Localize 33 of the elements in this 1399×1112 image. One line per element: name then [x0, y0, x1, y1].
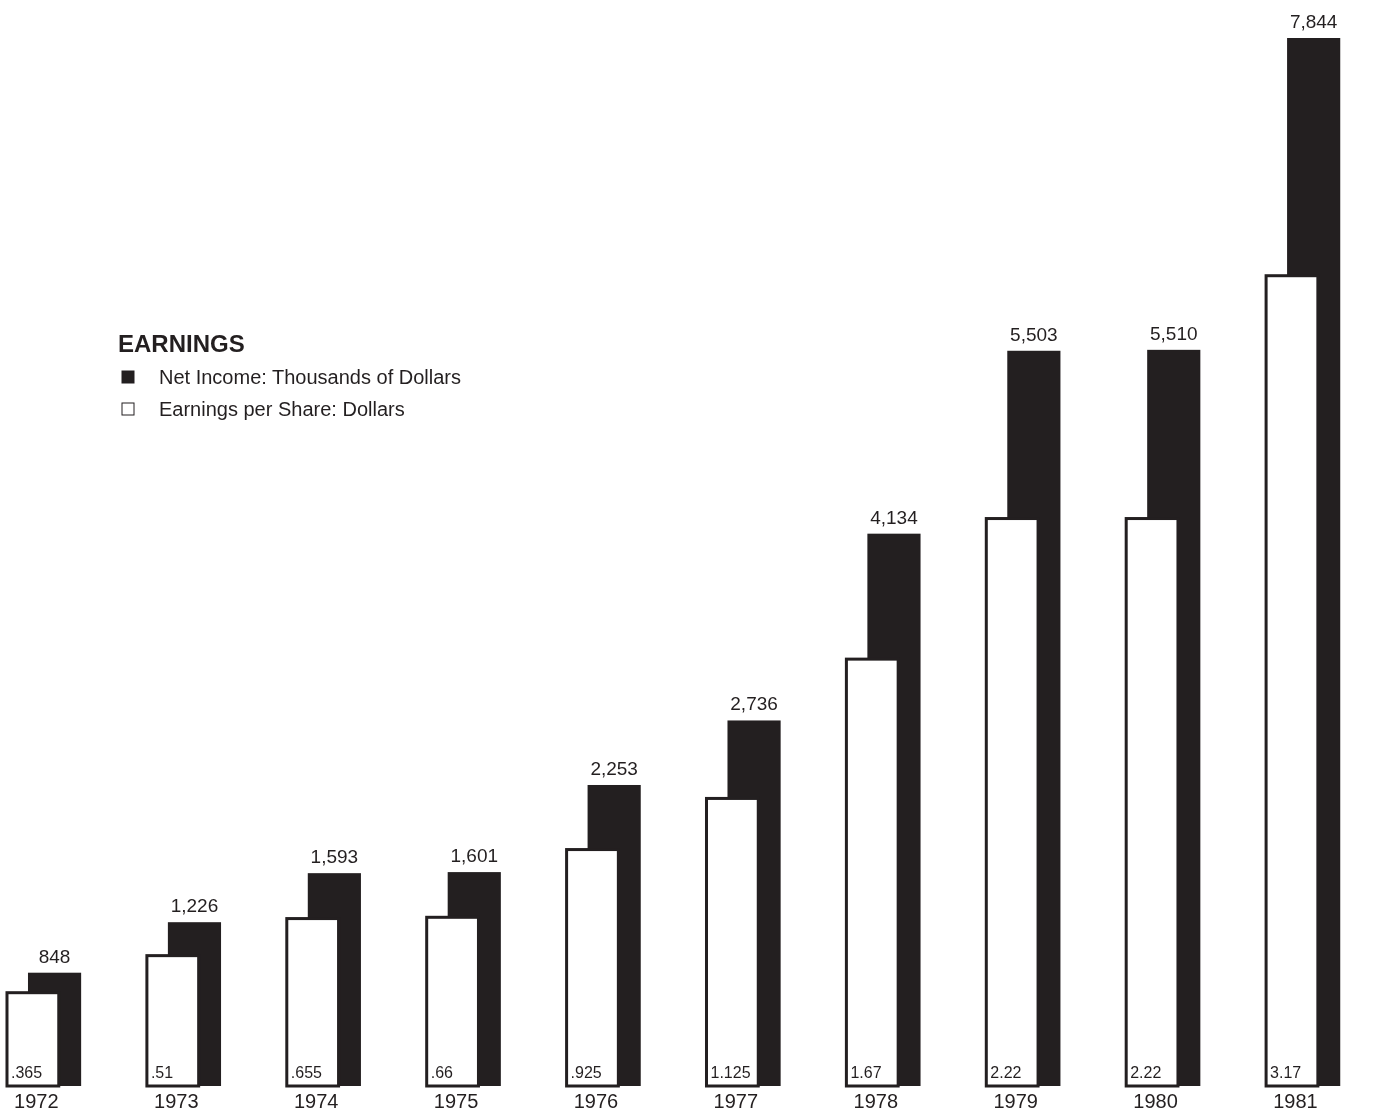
- data-label: 848: [38, 945, 71, 967]
- data-label: .66: [430, 1064, 454, 1081]
- data-label: .655: [290, 1064, 323, 1081]
- x-tick-label: 1981: [1273, 1090, 1318, 1112]
- x-tick-label: 1975: [433, 1090, 479, 1112]
- legend-label: Net Income: Thousands of Dollars: [159, 366, 462, 388]
- data-label: 4,134: [870, 506, 919, 528]
- data-label: 3.17: [1270, 1064, 1302, 1081]
- data-label: 1,601: [450, 845, 499, 867]
- data-label: 2,253: [590, 757, 638, 779]
- x-tick-label: 1977: [713, 1090, 759, 1112]
- data-label: 1,226: [170, 895, 219, 917]
- data-label: .365: [10, 1064, 43, 1081]
- data-label: 5,503: [1010, 323, 1058, 345]
- x-tick-label: 1974: [293, 1090, 339, 1112]
- x-tick-label: 1976: [573, 1090, 619, 1112]
- data-label: .51: [150, 1064, 174, 1081]
- data-label: 5,510: [1149, 322, 1198, 344]
- data-label: 2.22: [990, 1064, 1022, 1081]
- x-tick-label: 1979: [993, 1090, 1038, 1112]
- text: EARNINGS: [118, 330, 245, 357]
- data-label: 7,844: [1289, 11, 1338, 32]
- legend-label: Earnings per Share: Dollars: [159, 398, 405, 420]
- x-tick-label: 1980: [1133, 1090, 1178, 1112]
- data-label: 2,736: [730, 693, 778, 715]
- x-tick-label: 1972: [14, 1090, 59, 1112]
- data-label: 1.67: [850, 1064, 882, 1081]
- data-label: .925: [570, 1064, 602, 1081]
- x-tick-label: 1973: [154, 1090, 199, 1112]
- data-label: 1.125: [710, 1064, 751, 1081]
- x-tick-label: 1978: [853, 1090, 899, 1112]
- data-label: 2.22: [1130, 1064, 1162, 1081]
- data-label: 1,593: [310, 846, 359, 868]
